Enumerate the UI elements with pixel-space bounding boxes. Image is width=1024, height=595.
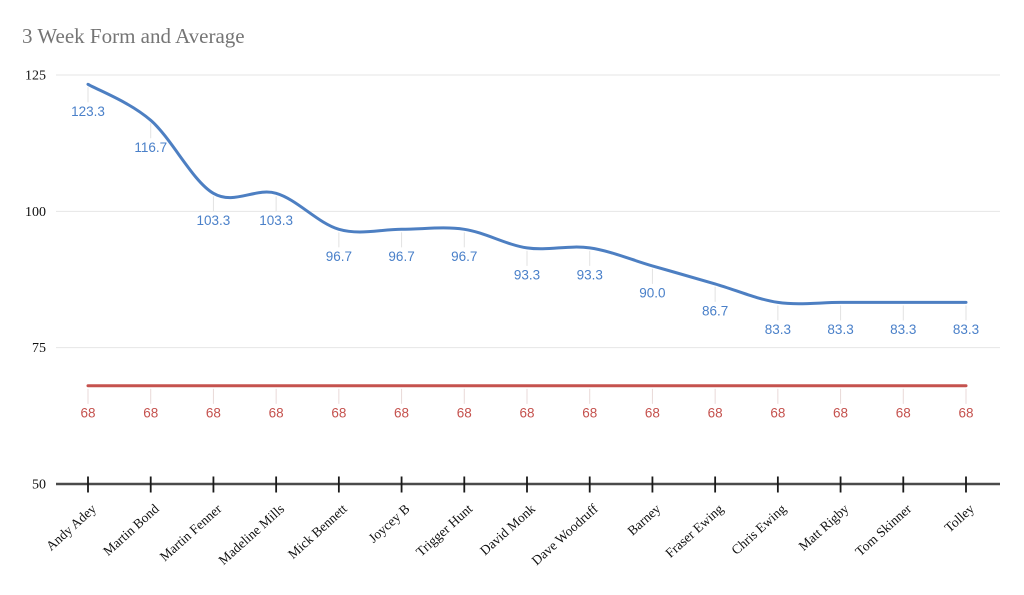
average-data-label: 68 [206, 405, 221, 420]
average-data-label: 68 [519, 405, 534, 420]
form-data-label: 83.3 [765, 322, 791, 337]
x-axis [56, 476, 1000, 493]
form-data-label: 93.3 [514, 267, 540, 282]
x-axis-category-label: Barney [624, 501, 663, 538]
x-axis-category-label: Joycey B [365, 501, 412, 546]
average-data-label: 68 [394, 405, 409, 420]
x-axis-category-label: Dave Woodruff [529, 501, 601, 568]
form-data-label: 93.3 [577, 267, 603, 282]
x-axis-category-label: Mick Bennett [285, 501, 350, 562]
average-data-label: 68 [770, 405, 785, 420]
form-data-label: 86.7 [702, 303, 728, 318]
x-axis-category-label: Chris Ewing [728, 501, 789, 558]
average-data-label: 68 [645, 405, 660, 420]
average-data-label: 68 [708, 405, 723, 420]
x-axis-category-label: Tom Skinner [852, 501, 914, 559]
average-data-label: 68 [143, 405, 158, 420]
average-data-label: 68 [958, 405, 973, 420]
y-axis-tick-label: 125 [25, 69, 46, 84]
average-data-label: 68 [582, 405, 597, 420]
x-axis-category-label: Martin Bond [100, 501, 162, 559]
average-data-label: 68 [331, 405, 346, 420]
y-axis-tick-label: 75 [32, 341, 46, 356]
gridlines [56, 74, 1000, 349]
average-data-label: 68 [80, 405, 95, 420]
y-axis-tick-label: 100 [25, 205, 46, 220]
form-data-label: 83.3 [890, 322, 916, 337]
form-line-series [86, 82, 968, 306]
form-label-leaders [87, 87, 967, 321]
form-data-label: 123.3 [71, 104, 105, 119]
x-axis-category-label: Andy Adey [43, 501, 99, 554]
form-data-label: 103.3 [259, 213, 293, 228]
y-axis-labels: 125 100 75 50 [25, 69, 46, 493]
form-data-label: 96.7 [326, 249, 352, 264]
x-axis-category-label: Trigger Hunt [413, 501, 476, 559]
average-data-label: 68 [269, 405, 284, 420]
chart-title: 3 Week Form and Average [22, 24, 245, 48]
x-axis-category-label: David Monk [477, 501, 538, 558]
form-data-label: 96.7 [451, 249, 477, 264]
x-axis-category-label: Tolley [941, 501, 977, 535]
average-data-label: 68 [833, 405, 848, 420]
x-axis-category-label: Martin Fenner [157, 501, 225, 564]
average-data-label: 68 [457, 405, 472, 420]
form-data-label: 103.3 [197, 213, 231, 228]
x-axis-category-label: Matt Rigby [796, 501, 852, 554]
form-data-label: 83.3 [827, 322, 853, 337]
x-axis-category-label: Fraser Ewing [662, 501, 726, 561]
form-data-labels: 123.3 116.7 103.3 103.3 96.7 96.7 96.7 93.3 93.3… [71, 104, 979, 337]
x-axis-category-label: Madeline Mills [216, 501, 288, 568]
form-data-label: 90.0 [639, 285, 665, 300]
form-data-label: 116.7 [134, 140, 167, 155]
form-data-label: 83.3 [953, 322, 979, 337]
average-data-label: 68 [896, 405, 911, 420]
average-data-labels: 68 68 68 68 68 68 68 68 68 68 68 68 68 68 68 [80, 405, 973, 420]
form-data-label: 96.7 [388, 249, 414, 264]
y-axis-tick-label: 50 [32, 478, 46, 493]
average-label-leaders [87, 388, 967, 404]
